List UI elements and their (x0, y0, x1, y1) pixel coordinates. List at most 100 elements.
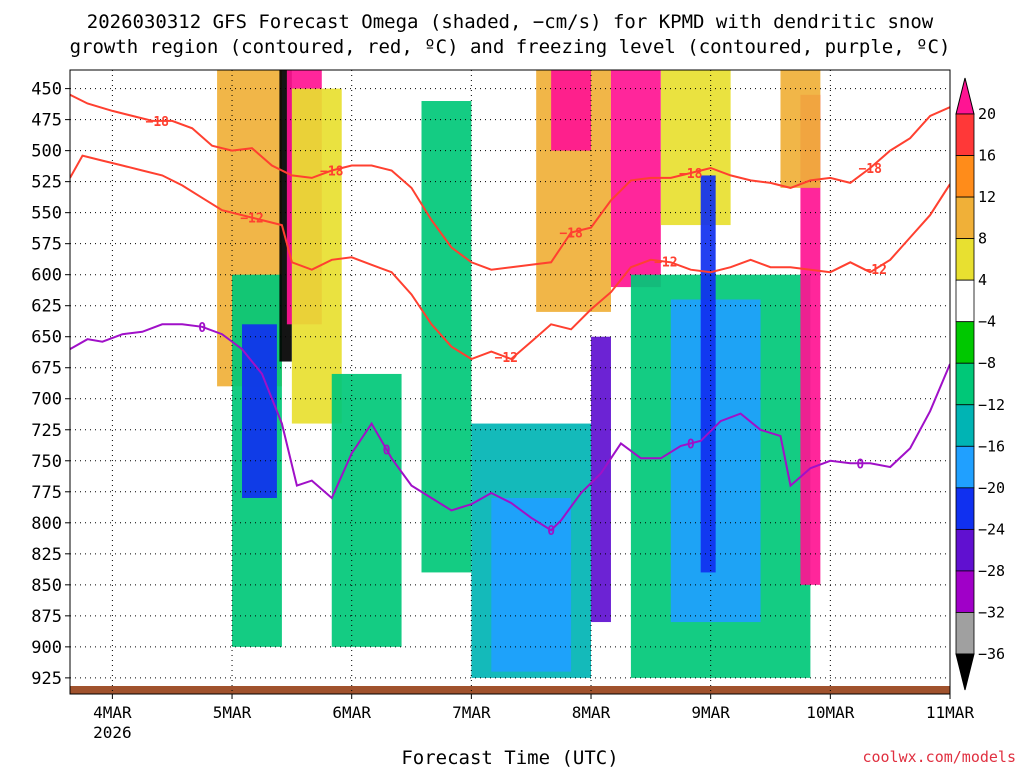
colorbar-label: 16 (978, 147, 996, 165)
colorbar-label: −20 (978, 479, 1005, 497)
colorbar-label: −4 (978, 313, 996, 331)
colorbar-segment (955, 487, 975, 530)
chart-title-line-2: growth region (contoured, red, ºC) and f… (70, 36, 951, 58)
y-tick-label: 650 (31, 328, 62, 348)
omega-cell (551, 70, 592, 151)
contour-label: −18 (679, 167, 703, 182)
omega-cell (930, 584, 950, 678)
colorbar-arrow-top (955, 77, 975, 115)
y-tick-label: 700 (31, 390, 62, 410)
colorbar-label: −36 (978, 645, 1005, 663)
colorbar-label: 12 (978, 188, 996, 206)
y-tick-label: 925 (31, 669, 62, 689)
y-tick-label: 600 (31, 266, 62, 286)
y-tick-label: 900 (31, 638, 62, 658)
contour-label: −18 (320, 164, 344, 179)
colorbar-segment (955, 196, 975, 240)
y-tick-label: 800 (31, 514, 62, 534)
omega-cell (87, 101, 103, 188)
contour-label: −18 (858, 162, 882, 177)
colorbar-segment (955, 445, 975, 489)
colorbar-label: −12 (978, 396, 1005, 414)
colorbar-label: −28 (978, 562, 1005, 580)
x-tick-label: 6MAR (332, 703, 371, 722)
chart-title-line-1: 2026030312 GFS Forecast Omega (shaded, −… (87, 11, 934, 33)
y-tick-label: 550 (31, 204, 62, 224)
y-tick-label: 500 (31, 142, 62, 162)
colorbar-segment (955, 238, 975, 281)
contour-label: −12 (863, 263, 886, 278)
omega-cell (700, 175, 716, 573)
x-tick-sublabel: 2026 (93, 723, 132, 742)
contour-label: −18 (559, 227, 583, 242)
omega-cell (242, 324, 277, 498)
ground-strip (70, 686, 950, 694)
x-tick-label: 7MAR (452, 703, 491, 722)
omega-cell (291, 88, 342, 424)
x-tick-label: 8MAR (572, 703, 611, 722)
y-tick-label: 825 (31, 545, 62, 565)
omega-cell (910, 76, 941, 176)
omega-cell (491, 497, 572, 672)
y-tick-label: 875 (31, 607, 62, 627)
colorbar-label: −24 (978, 520, 1005, 538)
colorbar-segment (955, 404, 975, 447)
contour-line (70, 154, 950, 361)
omega-cell (660, 70, 731, 226)
contour-label: 0 (547, 524, 555, 539)
colorbar-label: 4 (978, 271, 987, 289)
contour-label: 0 (383, 444, 391, 459)
contour-label: −18 (146, 115, 170, 130)
omega-cell (780, 70, 821, 188)
omega-cell (800, 94, 821, 585)
contour-label: −12 (495, 351, 518, 366)
colorbar-label: 8 (978, 230, 987, 248)
contour-label: 0 (687, 437, 695, 452)
contour-label: 0 (856, 457, 864, 472)
y-tick-label: 450 (31, 80, 62, 100)
x-tick-label: 11MAR (926, 703, 975, 722)
contour-line (70, 323, 950, 532)
colorbar-segment (955, 528, 975, 572)
contour-label: −12 (240, 212, 263, 227)
x-axis-label: Forecast Time (UTC) (401, 747, 618, 768)
contour-line (70, 93, 950, 271)
contours: −18 −18 −18 −18 −18 −12 −12 −12 −12 0 0 0 0 0 (70, 93, 950, 539)
grid (70, 70, 950, 694)
colorbar-segment (955, 279, 975, 323)
omega-shading (70, 70, 950, 694)
y-tick-label: 525 (31, 173, 62, 193)
omega-cell (70, 94, 83, 694)
colorbar-label: −8 (978, 354, 996, 372)
y-tick-label: 575 (31, 235, 62, 255)
colorbar: 20 16 12 8 4 −4 −8 −12 −16 −20 −24 −28 −32 −36 (955, 77, 1005, 691)
colorbar-arrow-bottom (955, 653, 975, 691)
y-axis: 450 475 500 525 550 575 600 625 650 675 700 725 750 7… (31, 80, 70, 689)
contour-label: −12 (654, 256, 677, 271)
y-tick-label: 725 (31, 421, 62, 441)
colorbar-label: −16 (978, 437, 1005, 455)
omega-cell (591, 336, 611, 623)
credit-link[interactable]: coolwx.com/models (862, 748, 1016, 766)
x-tick-label: 5MAR (213, 703, 252, 722)
y-tick-label: 775 (31, 483, 62, 503)
colorbar-segment (955, 321, 975, 364)
colorbar-segment (955, 570, 975, 613)
y-tick-label: 625 (31, 297, 62, 317)
y-tick-label: 675 (31, 359, 62, 379)
x-tick-label: 4MAR (93, 703, 132, 722)
x-tick-label: 9MAR (691, 703, 730, 722)
colorbar-segment (955, 155, 975, 198)
omega-cell (421, 101, 472, 573)
colorbar-segment (955, 612, 975, 655)
x-tick-label: 10MAR (806, 703, 855, 722)
y-tick-label: 850 (31, 576, 62, 596)
colorbar-segment (955, 362, 975, 406)
omega-cell (331, 373, 402, 647)
y-tick-label: 475 (31, 111, 62, 131)
colorbar-segment (955, 113, 975, 156)
colorbar-label: −32 (978, 603, 1005, 621)
colorbar-label: 20 (978, 105, 996, 123)
